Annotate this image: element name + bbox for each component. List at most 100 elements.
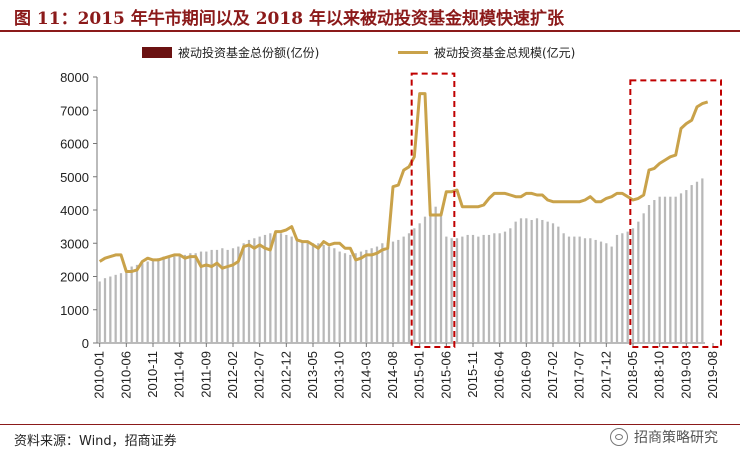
title-bar: 图 11：2015 年牛市期间以及 2018 年以来被动投资基金规模快速扩张 <box>0 0 740 32</box>
x-tick-label: 2016-04 <box>492 351 507 399</box>
bar-shares <box>242 243 245 343</box>
bar-shares <box>125 269 128 343</box>
bar-shares <box>546 221 549 343</box>
bar-shares <box>557 226 560 343</box>
bar-shares <box>130 266 133 343</box>
bar-shares <box>370 248 373 343</box>
watermark: 招商策略研究 <box>610 427 718 447</box>
bar-shares <box>647 205 651 343</box>
legend-label-size: 被动投资基金总规模(亿元) <box>434 46 576 60</box>
bar-shares <box>317 243 320 343</box>
bar-shares <box>167 256 171 343</box>
bar-shares <box>637 221 640 343</box>
bar-shares <box>701 178 704 343</box>
bar-shares <box>215 249 219 343</box>
bar-shares <box>290 236 293 343</box>
bar-shares <box>349 254 352 343</box>
bar-shares <box>221 248 224 343</box>
bar-shares <box>306 241 309 343</box>
bar-shares <box>114 274 117 343</box>
bar-shares <box>615 234 619 343</box>
bar-shares <box>269 233 272 343</box>
bar-shares <box>253 238 256 343</box>
bar-shares <box>695 181 699 343</box>
bar-shares <box>583 238 587 343</box>
bar-shares <box>439 213 443 343</box>
bar-shares <box>178 254 181 343</box>
x-tick-label: 2017-02 <box>545 351 560 399</box>
chart-plot: 0 1000 2000 3000 4000 5000 6000 7000 8000 2010-01… <box>60 70 722 399</box>
y-tick-label: 5000 <box>60 170 89 185</box>
bar-shares <box>493 233 496 343</box>
bar-shares <box>103 278 107 343</box>
x-tick-label: 2018-10 <box>652 351 667 399</box>
bar-shares <box>525 218 528 343</box>
bar-shares <box>471 234 475 343</box>
bar-shares <box>514 221 517 343</box>
bar-shares <box>263 234 267 343</box>
bar-shares <box>279 233 283 343</box>
bar-shares <box>434 206 437 343</box>
y-tick-label: 6000 <box>60 137 89 152</box>
bar-shares <box>669 196 672 343</box>
bar-shares <box>407 233 411 343</box>
x-tick-label: 2016-09 <box>518 351 533 399</box>
bar-shares <box>605 243 608 343</box>
x-tick-label: 2010-01 <box>92 351 107 399</box>
x-tick-label: 2010-06 <box>118 351 133 399</box>
bar-shares <box>487 234 491 343</box>
bar-shares <box>295 239 299 343</box>
bar-shares <box>322 244 325 343</box>
bar-shares <box>685 190 688 343</box>
x-tick-label: 2012-12 <box>278 351 293 399</box>
bar-shares <box>189 253 192 343</box>
bar-shares <box>535 218 539 343</box>
bar-shares <box>311 243 315 343</box>
footer-divider <box>0 424 740 425</box>
bar-shares <box>674 196 677 343</box>
bar-shares <box>482 234 485 343</box>
bar-shares <box>551 223 555 343</box>
bar-shares <box>466 234 469 343</box>
bar-shares <box>135 264 139 343</box>
x-tick-label: 2012-02 <box>225 351 240 399</box>
bar-shares <box>509 228 512 343</box>
bar-shares <box>141 263 144 343</box>
y-tick-label: 8000 <box>60 70 89 85</box>
bar-shares <box>589 238 592 343</box>
y-tick-label: 2000 <box>60 270 89 285</box>
x-tick-label: 2013-10 <box>332 351 347 399</box>
x-tick-label: 2014-03 <box>358 351 373 399</box>
bar-shares <box>477 236 480 343</box>
legend-label-shares: 被动投资基金总份额(亿份) <box>178 46 320 60</box>
bar-shares <box>594 239 597 343</box>
bar-shares <box>285 234 288 343</box>
bar-shares <box>199 251 203 343</box>
wechat-icon <box>610 428 628 446</box>
bar-shares <box>626 231 629 343</box>
bar-shares <box>578 236 581 343</box>
legend-item-size: 被动投资基金总规模(亿元) <box>398 44 575 61</box>
bar-shares <box>183 254 187 343</box>
highlight-box <box>410 72 456 349</box>
bar-shares <box>226 249 229 343</box>
bar-shares <box>354 253 357 343</box>
bar-shares <box>375 246 379 343</box>
bar-shares <box>663 196 667 343</box>
bar-shares <box>237 246 240 343</box>
x-tick-label: 2011-09 <box>198 351 213 398</box>
bar-shares <box>391 241 395 343</box>
bar-shares <box>381 243 384 343</box>
bar-shares <box>658 196 661 343</box>
bar-shares <box>445 236 448 343</box>
x-tick-label: 2015-01 <box>412 351 427 399</box>
y-tick-label: 0 <box>82 336 89 351</box>
bar-shares <box>541 219 544 343</box>
x-tick-label: 2019-08 <box>705 351 720 399</box>
bar-shares <box>498 233 501 343</box>
y-tick-label: 4000 <box>60 203 89 218</box>
bar-shares <box>205 251 208 343</box>
bar-shares <box>231 248 235 343</box>
bar-shares <box>621 233 624 343</box>
bar-shares <box>343 253 347 343</box>
